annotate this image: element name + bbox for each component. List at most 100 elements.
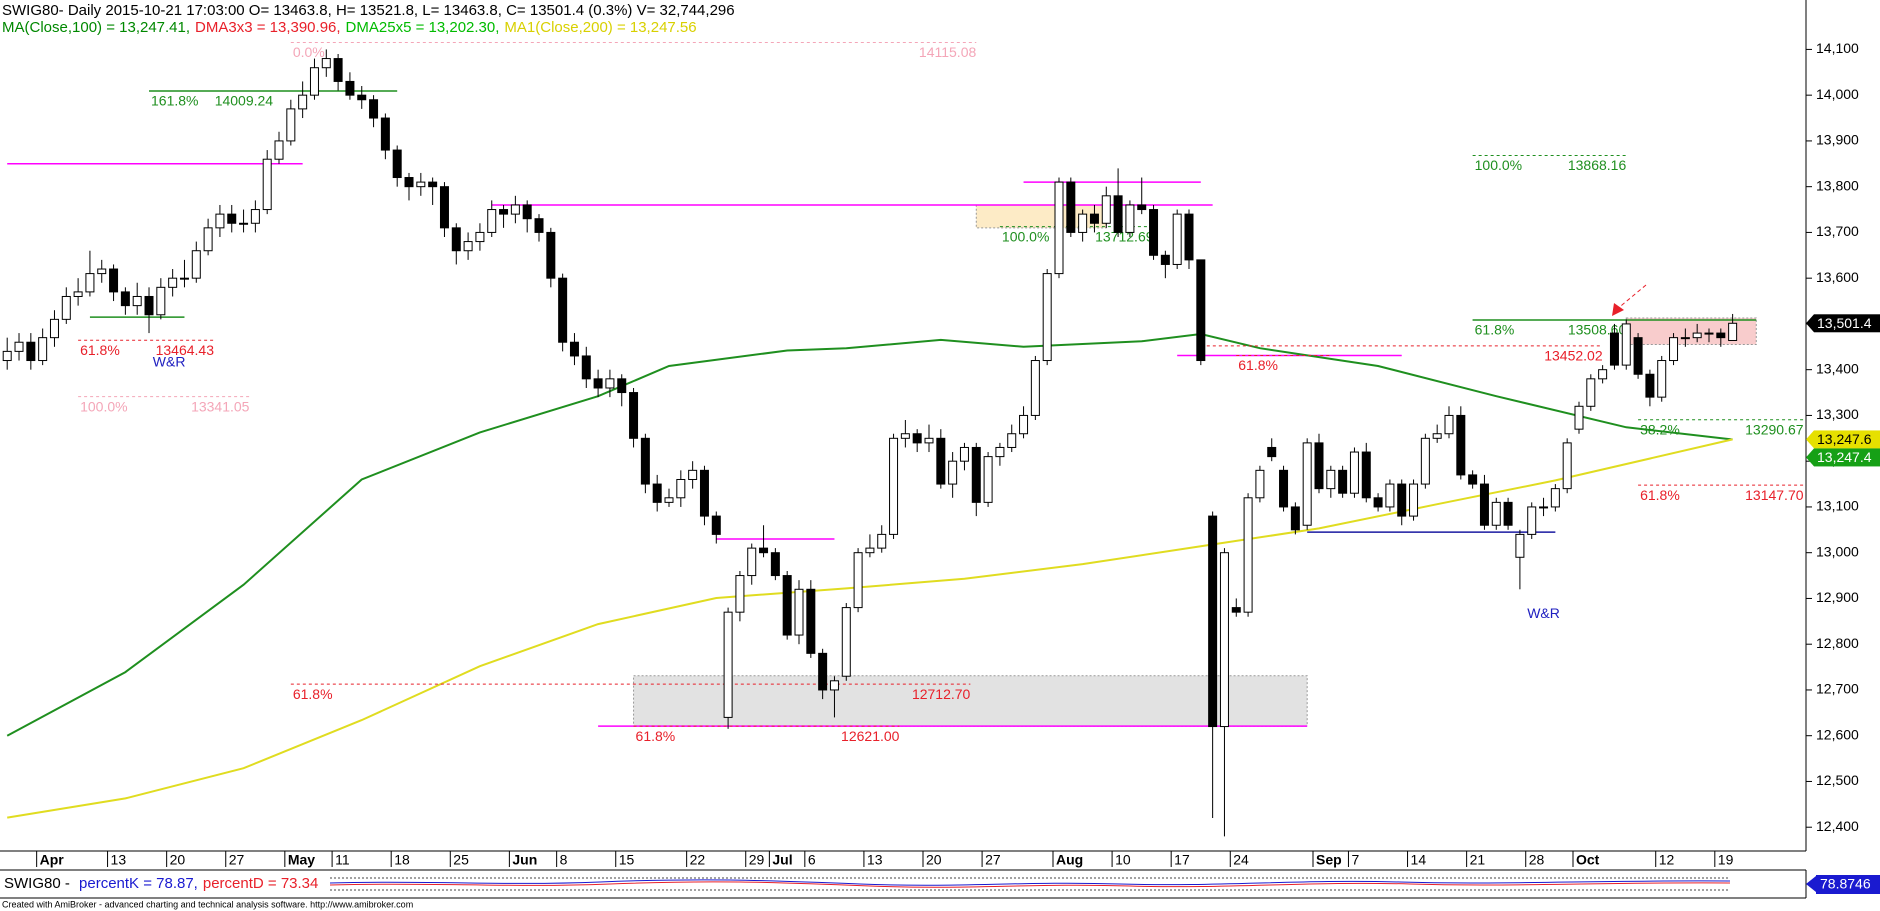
candle-body — [73, 291, 83, 297]
candle-body — [1184, 213, 1194, 261]
candle-body — [877, 533, 887, 549]
candle-body — [156, 286, 166, 316]
fib-percent: 61.8% — [636, 728, 676, 744]
candle-body — [1491, 501, 1501, 526]
candle-body — [1657, 360, 1667, 398]
x-tick-label: 29 — [749, 852, 765, 868]
x-tick-label: 14 — [1411, 852, 1427, 868]
footer: Created with AmiBroker - advanced charti… — [2, 899, 413, 909]
fib-percent: 38.2% — [1640, 421, 1680, 437]
price-marker — [1814, 448, 1880, 467]
candle-body — [345, 80, 355, 96]
candle-body — [558, 277, 568, 343]
candle-body — [1515, 533, 1525, 558]
candle-body — [1680, 337, 1690, 340]
fib-percent: 61.8% — [293, 686, 333, 702]
candle-body — [948, 460, 958, 485]
candle-body — [227, 213, 237, 224]
arrow-head — [1612, 303, 1624, 316]
x-tick-label: 17 — [1174, 852, 1190, 868]
candle-body — [1113, 195, 1123, 233]
candle-body — [1586, 378, 1596, 407]
fib-price: 13464.43 — [156, 342, 215, 358]
candle-body — [818, 652, 828, 691]
y-tick-label: 14,000 — [1816, 86, 1859, 102]
candle-body — [1255, 469, 1265, 499]
candle-body — [1267, 446, 1277, 458]
candle-body — [1527, 506, 1537, 535]
x-tick-label: 28 — [1529, 852, 1545, 868]
fib-price: 14115.08 — [919, 44, 977, 60]
candle-body — [2, 350, 12, 362]
fib-price: 14009.24 — [215, 93, 274, 109]
osc-value: 78.8746 — [1820, 876, 1871, 892]
candle-body — [1633, 337, 1643, 375]
candle-body — [1420, 437, 1430, 485]
x-tick-label: 13 — [111, 852, 127, 868]
x-tick-label: 24 — [1233, 852, 1249, 868]
candle-body — [1728, 322, 1738, 341]
candle-body — [262, 158, 272, 211]
candle-body — [1468, 474, 1478, 485]
candle-body — [286, 108, 296, 142]
fib-percent: 61.8% — [1475, 322, 1515, 338]
candle-body — [369, 99, 379, 119]
candle-body — [995, 446, 1005, 458]
candle-body — [1456, 414, 1466, 476]
candle-body — [26, 341, 36, 362]
candle-body — [1314, 442, 1324, 490]
candle-body — [439, 186, 449, 229]
x-tick-label: Sep — [1316, 852, 1342, 868]
candle-body — [581, 355, 591, 380]
candle-body — [1385, 483, 1395, 508]
candle-body — [971, 446, 981, 503]
levels — [7, 90, 1757, 727]
price-markers: 13,501.4 13,247.6 13,247.4 — [1806, 314, 1880, 467]
candle-body — [1101, 195, 1111, 224]
x-tick-label: 13 — [867, 852, 883, 868]
caption-part: percentK = 78.87, — [79, 875, 198, 892]
candle-body — [865, 547, 875, 554]
candle-body — [782, 575, 792, 636]
x-tick-label: 18 — [394, 852, 410, 868]
caption-part: DMA3x3 = 13,390.96, — [195, 19, 341, 36]
y-tick-label: 14,100 — [1816, 40, 1859, 56]
candle-body — [61, 295, 71, 320]
candle-body — [1539, 506, 1549, 509]
oscillator-caption: SWIG80 - percentK = 78.87, percentD = 73.… — [4, 875, 318, 892]
y-tick-label: 12,900 — [1816, 589, 1859, 605]
candle-body — [617, 378, 627, 394]
x-tick-label: 20 — [170, 852, 186, 868]
candle-body — [1609, 332, 1619, 366]
candle-body — [274, 140, 284, 160]
candle-body — [889, 437, 899, 535]
candle-body — [333, 58, 343, 82]
candle-body — [1302, 442, 1312, 526]
x-tick-label: 27 — [985, 852, 1001, 868]
candle-body — [522, 204, 532, 220]
candle-body — [1172, 213, 1182, 265]
candle-body — [1137, 204, 1147, 211]
price-marker-arrow — [1806, 314, 1814, 333]
candle-body — [1704, 332, 1714, 335]
candle-body — [1219, 552, 1229, 728]
y-tick-label: 12,500 — [1816, 772, 1859, 788]
candle-body — [699, 469, 709, 517]
x-tick-label: 6 — [808, 852, 816, 868]
y-tick-label: 13,800 — [1816, 177, 1859, 193]
candle-body — [250, 209, 260, 224]
candle-body — [191, 250, 201, 279]
candle-body — [357, 94, 367, 101]
fib-percent: 61.8% — [1238, 357, 1278, 373]
candles — [2, 49, 1738, 837]
candle-body — [1397, 483, 1407, 517]
candle-body — [593, 378, 603, 389]
candle-body — [841, 607, 851, 677]
price-marker-label: 13,247.4 — [1817, 449, 1872, 465]
osc-d-line — [329, 881, 1731, 888]
candle-body — [487, 209, 497, 233]
candle-body — [475, 231, 485, 243]
candle-body — [404, 177, 414, 188]
